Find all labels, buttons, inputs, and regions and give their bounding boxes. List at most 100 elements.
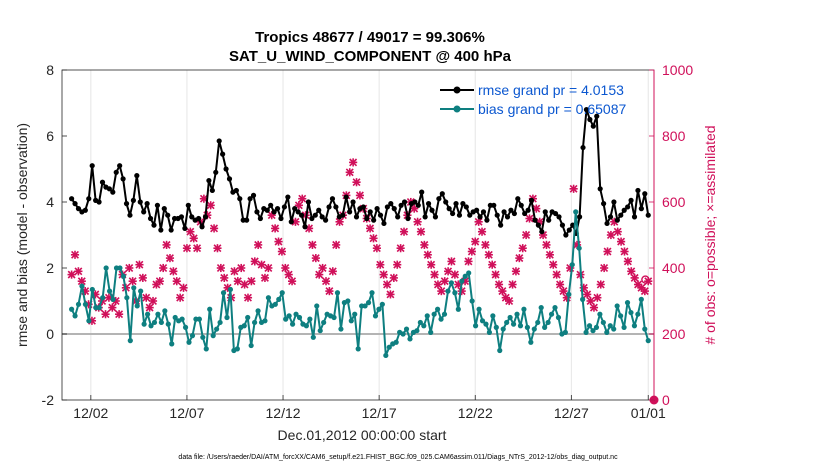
x-tick-label: 12/22 bbox=[458, 405, 493, 421]
obs-assimilated-marker bbox=[589, 303, 599, 312]
rmse-point bbox=[422, 214, 428, 220]
data-file-footnote: data file: /Users/raeder/DAI/ATM_forcXX/… bbox=[178, 454, 618, 461]
bias-point bbox=[117, 265, 123, 271]
rmse-point bbox=[528, 197, 535, 203]
rmse-point bbox=[443, 199, 449, 205]
obs-assimilated-marker bbox=[433, 280, 443, 289]
bias-point bbox=[441, 311, 448, 317]
rmse-point bbox=[117, 163, 123, 169]
rmse-point bbox=[532, 217, 538, 223]
rmse-point bbox=[202, 214, 209, 220]
rmse-point bbox=[391, 206, 397, 212]
rmse-point bbox=[504, 214, 511, 220]
obs-assimilated-marker bbox=[393, 260, 402, 269]
bias-point bbox=[580, 296, 586, 302]
obs-assimilated-marker bbox=[186, 227, 195, 236]
rmse-point bbox=[340, 212, 346, 218]
bias-point bbox=[583, 329, 589, 335]
obs-assimilated-marker bbox=[555, 280, 565, 289]
obs-possible-marker bbox=[641, 275, 650, 284]
legend-bias-label: bias grand pr = 0.65087 bbox=[478, 101, 626, 117]
obs-assimilated-marker bbox=[505, 296, 514, 306]
bias-point bbox=[459, 278, 465, 284]
bias-point bbox=[279, 290, 285, 296]
obs-assimilated-marker bbox=[162, 240, 171, 249]
bias-point bbox=[448, 280, 455, 286]
obs-assimilated-marker bbox=[440, 277, 449, 286]
obs-assimilated-marker bbox=[450, 270, 459, 279]
bias-point bbox=[252, 319, 258, 326]
bias-point bbox=[293, 311, 299, 317]
bias-point bbox=[555, 314, 562, 321]
obs-assimilated-marker bbox=[413, 217, 422, 226]
bias-point bbox=[573, 209, 579, 215]
obs-assimilated-marker bbox=[260, 273, 270, 282]
obs-assimilated-marker bbox=[389, 273, 398, 282]
obs-assimilated-marker bbox=[420, 240, 429, 249]
rmse-point bbox=[69, 196, 75, 202]
rmse-point bbox=[604, 220, 610, 227]
obs-assimilated-marker bbox=[288, 277, 297, 286]
bias-point bbox=[628, 309, 634, 316]
rmse-point bbox=[360, 204, 366, 210]
bias-point bbox=[593, 324, 600, 330]
bias-point bbox=[438, 316, 444, 322]
bias-point bbox=[217, 319, 223, 326]
rmse-point bbox=[178, 214, 185, 220]
obs-assimilated-marker bbox=[471, 237, 480, 246]
bias-point bbox=[383, 352, 389, 359]
obs-assimilated-marker bbox=[277, 247, 286, 256]
obs-assimilated-marker bbox=[169, 267, 178, 276]
obs-assimilated-marker bbox=[508, 280, 517, 289]
bias-point bbox=[621, 324, 627, 330]
y-right-tick-label: 400 bbox=[662, 260, 686, 276]
bias-point bbox=[303, 323, 310, 329]
rmse-point bbox=[302, 224, 308, 230]
rmse-point bbox=[635, 187, 641, 194]
rmse-point bbox=[244, 217, 250, 223]
rmse-point bbox=[250, 192, 257, 198]
rmse-point bbox=[590, 123, 596, 129]
bias-point bbox=[234, 346, 240, 352]
obs-assimilated-marker bbox=[145, 303, 154, 312]
y-right-tick-label: 200 bbox=[662, 326, 686, 342]
bias-point bbox=[483, 321, 489, 327]
legend: rmse grand pr = 4.0153 bias grand pr = 0… bbox=[440, 82, 626, 117]
rmse-point bbox=[477, 214, 483, 220]
bias-point bbox=[552, 305, 558, 311]
rmse-point bbox=[281, 204, 288, 210]
bias-point bbox=[521, 306, 527, 312]
obs-assimilated-marker bbox=[108, 303, 117, 312]
bias-point bbox=[103, 265, 109, 271]
bias-point bbox=[604, 329, 610, 335]
bias-point bbox=[162, 308, 168, 314]
bias-point bbox=[504, 319, 510, 326]
y-tick-label: 2 bbox=[46, 260, 54, 276]
obs-assimilated-marker bbox=[399, 227, 409, 236]
rmse-point bbox=[185, 202, 191, 208]
rmse-point bbox=[285, 194, 291, 200]
obs-assimilated-marker bbox=[70, 250, 80, 259]
obs-assimilated-marker bbox=[372, 244, 381, 253]
obs-assimilated-marker bbox=[281, 263, 290, 273]
x-axis-label: Dec.01,2012 00:00:00 start bbox=[278, 427, 447, 443]
obs-assimilated-marker bbox=[583, 290, 592, 299]
bias-point bbox=[96, 305, 102, 311]
rmse-point bbox=[539, 229, 545, 235]
bias-point bbox=[407, 336, 413, 342]
obs-assimilated-marker bbox=[444, 267, 453, 276]
rmse-point bbox=[278, 215, 284, 222]
bias-point bbox=[276, 296, 282, 302]
rmse-line bbox=[70, 108, 650, 236]
bias-point bbox=[372, 313, 379, 319]
rmse-point bbox=[309, 215, 315, 222]
rmse-point bbox=[508, 207, 514, 213]
obs-assimilated-marker bbox=[552, 270, 561, 279]
obs-assimilated-marker bbox=[220, 273, 229, 282]
y-tick-label: 0 bbox=[46, 326, 54, 342]
obs-assimilated-marker bbox=[315, 270, 324, 279]
rmse-point bbox=[395, 214, 401, 220]
obs-assimilated-marker bbox=[379, 270, 388, 279]
rmse-point bbox=[484, 217, 490, 223]
obs-assimilated-marker bbox=[620, 247, 629, 256]
